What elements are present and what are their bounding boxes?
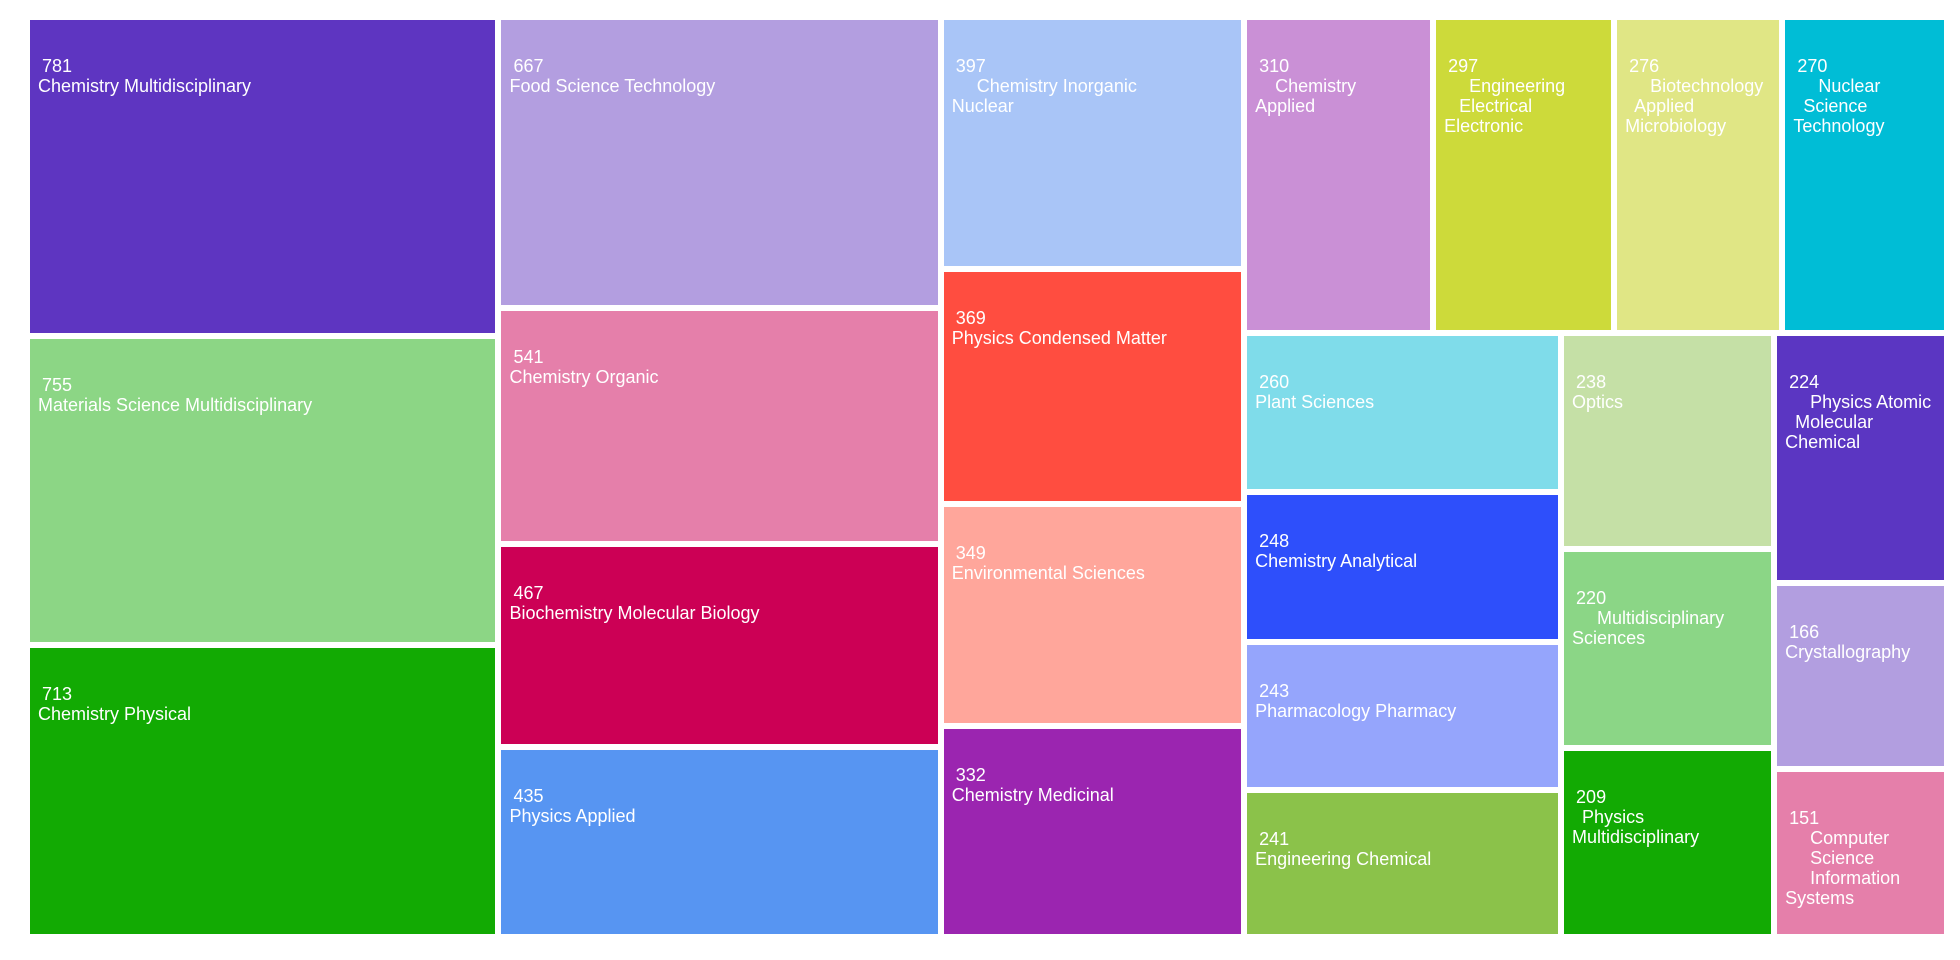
tile-value-label: 241 (1259, 829, 1290, 850)
tile-category-label: Computer Science Information Systems (1785, 827, 1901, 908)
tile-category-label: Pharmacology Pharmacy (1255, 701, 1457, 722)
tile-category-label: Chemistry Applied (1255, 76, 1357, 116)
treemap-tile-materials-science-multidisciplinary[interactable]: 755 Materials Science Multidisciplinary (30, 339, 496, 643)
tile-category-label: Plant Sciences (1255, 392, 1375, 413)
tile-value-label: 467 (513, 582, 544, 603)
tile-value-label: 270 (1797, 56, 1828, 76)
tile-value-label: 297 (1448, 56, 1479, 76)
treemap-tile-plant-sciences[interactable]: 260 Plant Sciences (1247, 336, 1559, 489)
tile-category-label: Biotechnology Applied Microbiology (1625, 76, 1764, 136)
tile-value-label: 435 (513, 786, 544, 807)
treemap-tile-chemistry-inorganic-nuclear[interactable]: 397 Chemistry Inorganic Nuclear (943, 20, 1242, 267)
treemap-tile-chemistry-organic[interactable]: 541 Chemistry Organic (501, 310, 938, 541)
tile-category-label: Biochemistry Molecular Biology (509, 602, 760, 623)
tile-category-label: Crystallography (1785, 642, 1911, 663)
tile-value-label: 310 (1259, 56, 1290, 76)
tile-value-label: 238 (1576, 372, 1607, 393)
tile-category-label: Physics Atomic Molecular Chemical (1785, 392, 1932, 453)
tile-category-label: Chemistry Multidisciplinary (38, 76, 252, 96)
treemap-tile-chemistry-physical[interactable]: 713 Chemistry Physical (30, 648, 496, 934)
treemap-tile-pharmacology-pharmacy[interactable]: 243 Pharmacology Pharmacy (1247, 645, 1559, 788)
tile-value-label: 667 (513, 56, 544, 76)
tile-value-label: 369 (955, 308, 986, 329)
treemap-tile-optics[interactable]: 238 Optics (1564, 336, 1772, 546)
treemap-tile-chemistry-applied[interactable]: 310 Chemistry Applied (1247, 20, 1431, 331)
treemap-tile-multidisciplinary-sciences[interactable]: 220 Multidisciplinary Sciences (1564, 551, 1772, 745)
treemap-tile-physics-atomic-molecular-chemical[interactable]: 224 Physics Atomic Molecular Chemical (1777, 336, 1944, 581)
tile-category-label: Optics (1572, 392, 1624, 413)
treemap-tile-engineering-chemical[interactable]: 241 Engineering Chemical (1247, 793, 1559, 934)
tile-value-label: 397 (955, 56, 986, 76)
tile-value-label: 209 (1576, 786, 1607, 807)
tile-value-label: 166 (1789, 622, 1820, 643)
treemap-tile-chemistry-analytical[interactable]: 248 Chemistry Analytical (1247, 494, 1559, 640)
tile-value-label: 332 (955, 764, 986, 785)
treemap-tile-chemistry-multidisciplinary[interactable]: 781 Chemistry Multidisciplinary (30, 20, 496, 334)
treemap-tile-nuclear-science-technology[interactable]: 270 Nuclear Science Technology (1785, 20, 1944, 331)
treemap-tile-physics-condensed-matter[interactable]: 369 Physics Condensed Matter (943, 272, 1242, 502)
tile-category-label: Nuclear Science Technology (1793, 76, 1885, 136)
tile-value-label: 220 (1576, 587, 1607, 608)
treemap-tile-physics-multidisciplinary[interactable]: 209 Physics Multidisciplinary (1564, 750, 1772, 934)
tile-category-label: Materials Science Multidisciplinary (38, 395, 313, 416)
tile-value-label: 260 (1259, 372, 1290, 393)
tile-value-label: 541 (513, 346, 544, 367)
tile-category-label: Chemistry Organic (509, 366, 659, 387)
tile-category-label: Chemistry Medicinal (951, 784, 1114, 805)
tile-category-label: Engineering Electrical Electronic (1444, 76, 1566, 136)
treemap-tile-physics-applied[interactable]: 435 Physics Applied (501, 750, 938, 934)
tile-category-label: Chemistry Physical (38, 704, 192, 725)
tile-value-label: 276 (1629, 56, 1660, 76)
tile-category-label: Food Science Technology (509, 76, 716, 96)
treemap-tile-computer-science-information-systems[interactable]: 151 Computer Science Information Systems (1777, 771, 1944, 934)
tile-category-label: Physics Applied (509, 806, 636, 827)
treemap-tile-biotechnology-applied-microbiology[interactable]: 276 Biotechnology Applied Microbiology (1617, 20, 1780, 331)
tile-value-label: 248 (1259, 530, 1290, 551)
treemap-tile-environmental-sciences[interactable]: 349 Environmental Sciences (943, 507, 1242, 723)
tile-value-label: 224 (1789, 372, 1820, 393)
tile-value-label: 151 (1789, 807, 1820, 828)
treemap-tile-engineering-electrical-electronic[interactable]: 297 Engineering Electrical Electronic (1436, 20, 1612, 331)
tile-value-label: 243 (1259, 681, 1290, 702)
tile-category-label: Physics Multidisciplinary (1572, 806, 1700, 847)
treemap-tile-food-science-technology[interactable]: 667 Food Science Technology (501, 20, 938, 305)
treemap-tile-chemistry-medicinal[interactable]: 332 Chemistry Medicinal (943, 728, 1242, 934)
tile-value-label: 349 (955, 543, 986, 564)
tile-category-label: Chemistry Inorganic Nuclear (951, 76, 1137, 116)
tile-category-label: Chemistry Analytical (1255, 550, 1418, 571)
tile-value-label: 755 (42, 375, 73, 396)
tile-value-label: 781 (42, 56, 73, 76)
treemap-tile-crystallography[interactable]: 166 Crystallography (1777, 586, 1944, 766)
tile-category-label: Multidisciplinary Sciences (1572, 607, 1725, 648)
tile-category-label: Physics Condensed Matter (951, 328, 1167, 349)
tile-category-label: Engineering Chemical (1255, 849, 1432, 870)
tile-value-label: 713 (42, 684, 73, 705)
treemap-tile-biochemistry-molecular-biology[interactable]: 467 Biochemistry Molecular Biology (501, 546, 938, 745)
tile-category-label: Environmental Sciences (951, 563, 1145, 584)
